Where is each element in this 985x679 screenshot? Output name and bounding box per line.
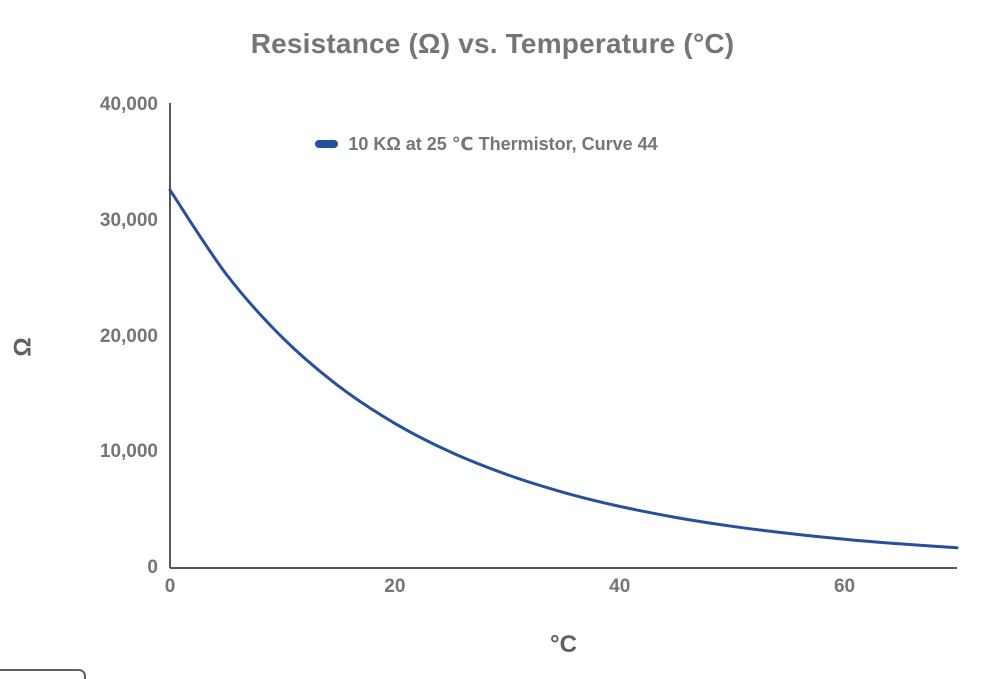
legend-line-marker-icon [315, 140, 339, 148]
legend: 10 KΩ at 25 ℃ Thermistor, Curve 44 [0, 133, 973, 155]
partial-button-outline[interactable] [0, 669, 86, 679]
series-line-0 [168, 188, 959, 550]
y-axis-title: Ω [9, 337, 37, 357]
x-axis-title: °C [550, 631, 577, 658]
legend-series-label: 10 KΩ at 25 ℃ Thermistor, Curve 44 [348, 133, 658, 154]
chart-title: Resistance (Ω) vs. Temperature (°C) [250, 28, 735, 59]
